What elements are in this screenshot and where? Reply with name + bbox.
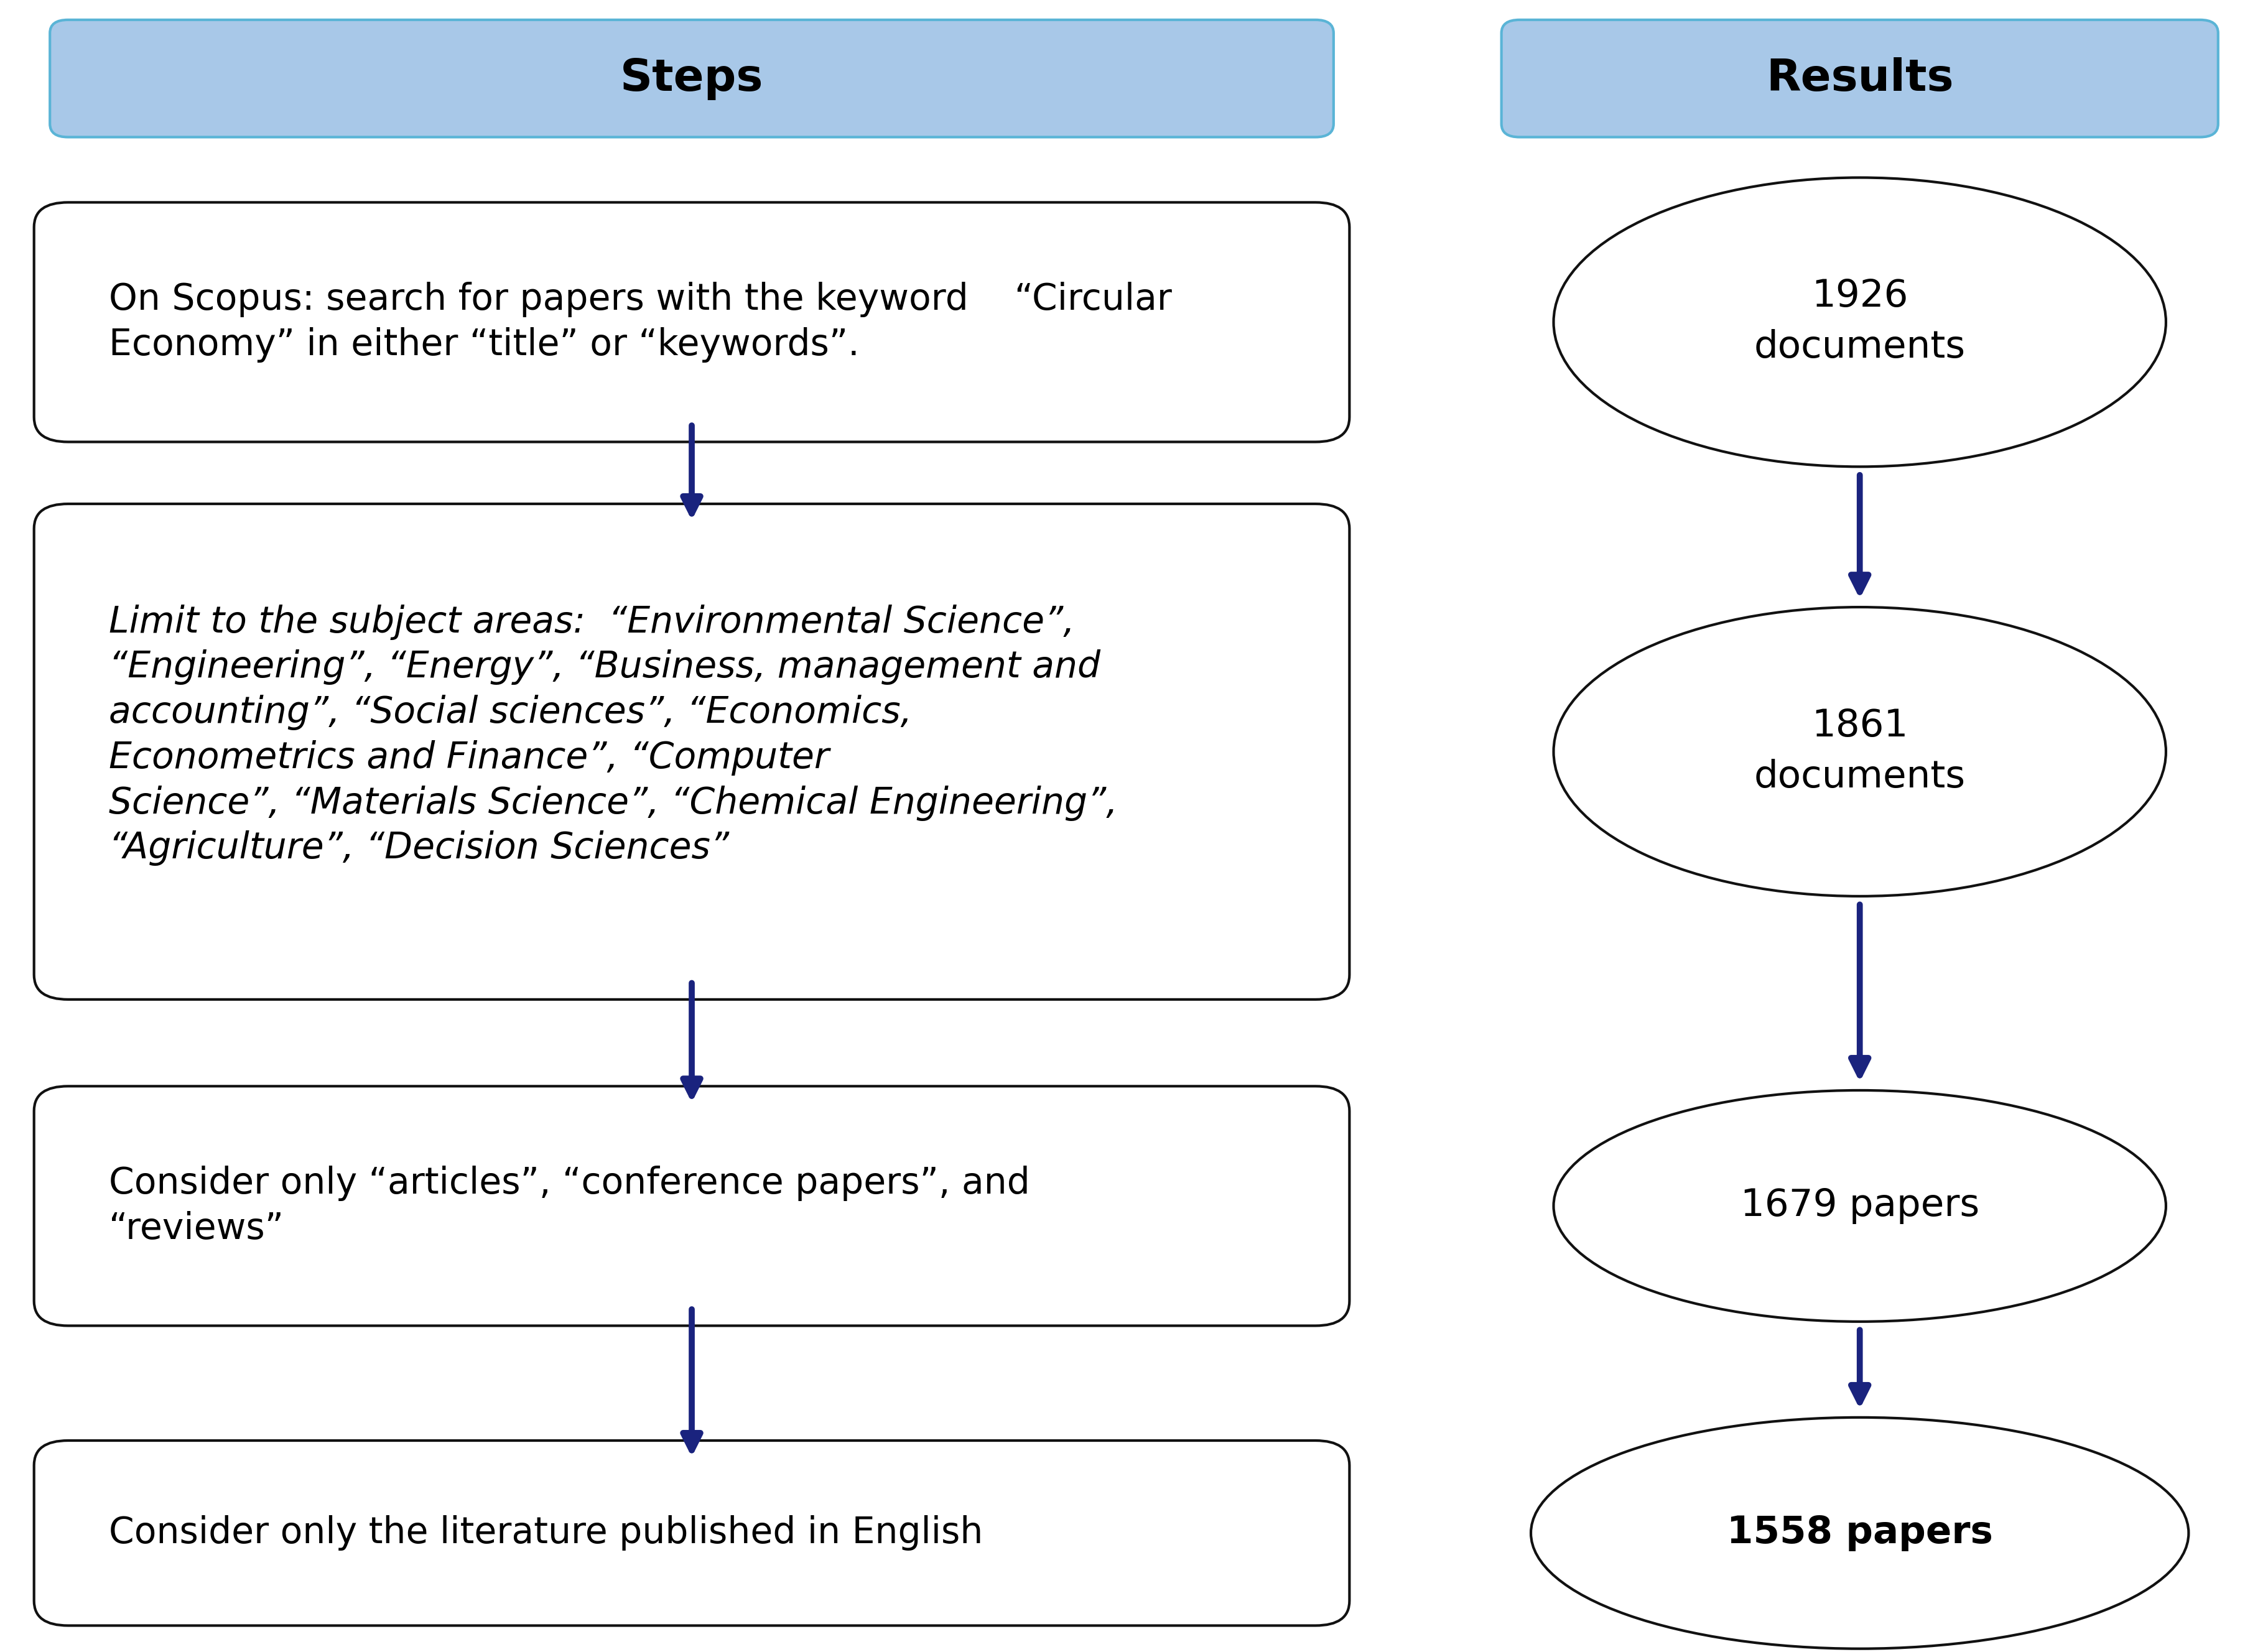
FancyBboxPatch shape: [34, 1441, 1349, 1626]
Text: On Scopus: search for papers with the keyword    “Circular
Economy” in either “t: On Scopus: search for papers with the ke…: [109, 282, 1173, 362]
Text: Results: Results: [1767, 58, 1953, 99]
FancyBboxPatch shape: [1501, 20, 2218, 137]
Text: Steps: Steps: [619, 58, 764, 99]
Ellipse shape: [1531, 1417, 2189, 1649]
Text: 1926
documents: 1926 documents: [1753, 278, 1966, 367]
Text: Consider only the literature published in English: Consider only the literature published i…: [109, 1515, 982, 1551]
Text: Consider only “articles”, “conference papers”, and
“reviews”: Consider only “articles”, “conference pa…: [109, 1166, 1030, 1246]
Text: Limit to the subject areas:  “Environmental Science”,
“Engineering”, “Energy”, “: Limit to the subject areas: “Environment…: [109, 605, 1118, 866]
FancyBboxPatch shape: [50, 20, 1334, 137]
Text: 1861
documents: 1861 documents: [1753, 707, 1966, 796]
FancyBboxPatch shape: [34, 1087, 1349, 1325]
FancyBboxPatch shape: [34, 202, 1349, 441]
Text: 1558 papers: 1558 papers: [1726, 1515, 1994, 1551]
Ellipse shape: [1554, 606, 2166, 895]
FancyBboxPatch shape: [34, 504, 1349, 999]
Ellipse shape: [1554, 1090, 2166, 1322]
Text: 1679 papers: 1679 papers: [1740, 1188, 1980, 1224]
Ellipse shape: [1554, 177, 2166, 466]
